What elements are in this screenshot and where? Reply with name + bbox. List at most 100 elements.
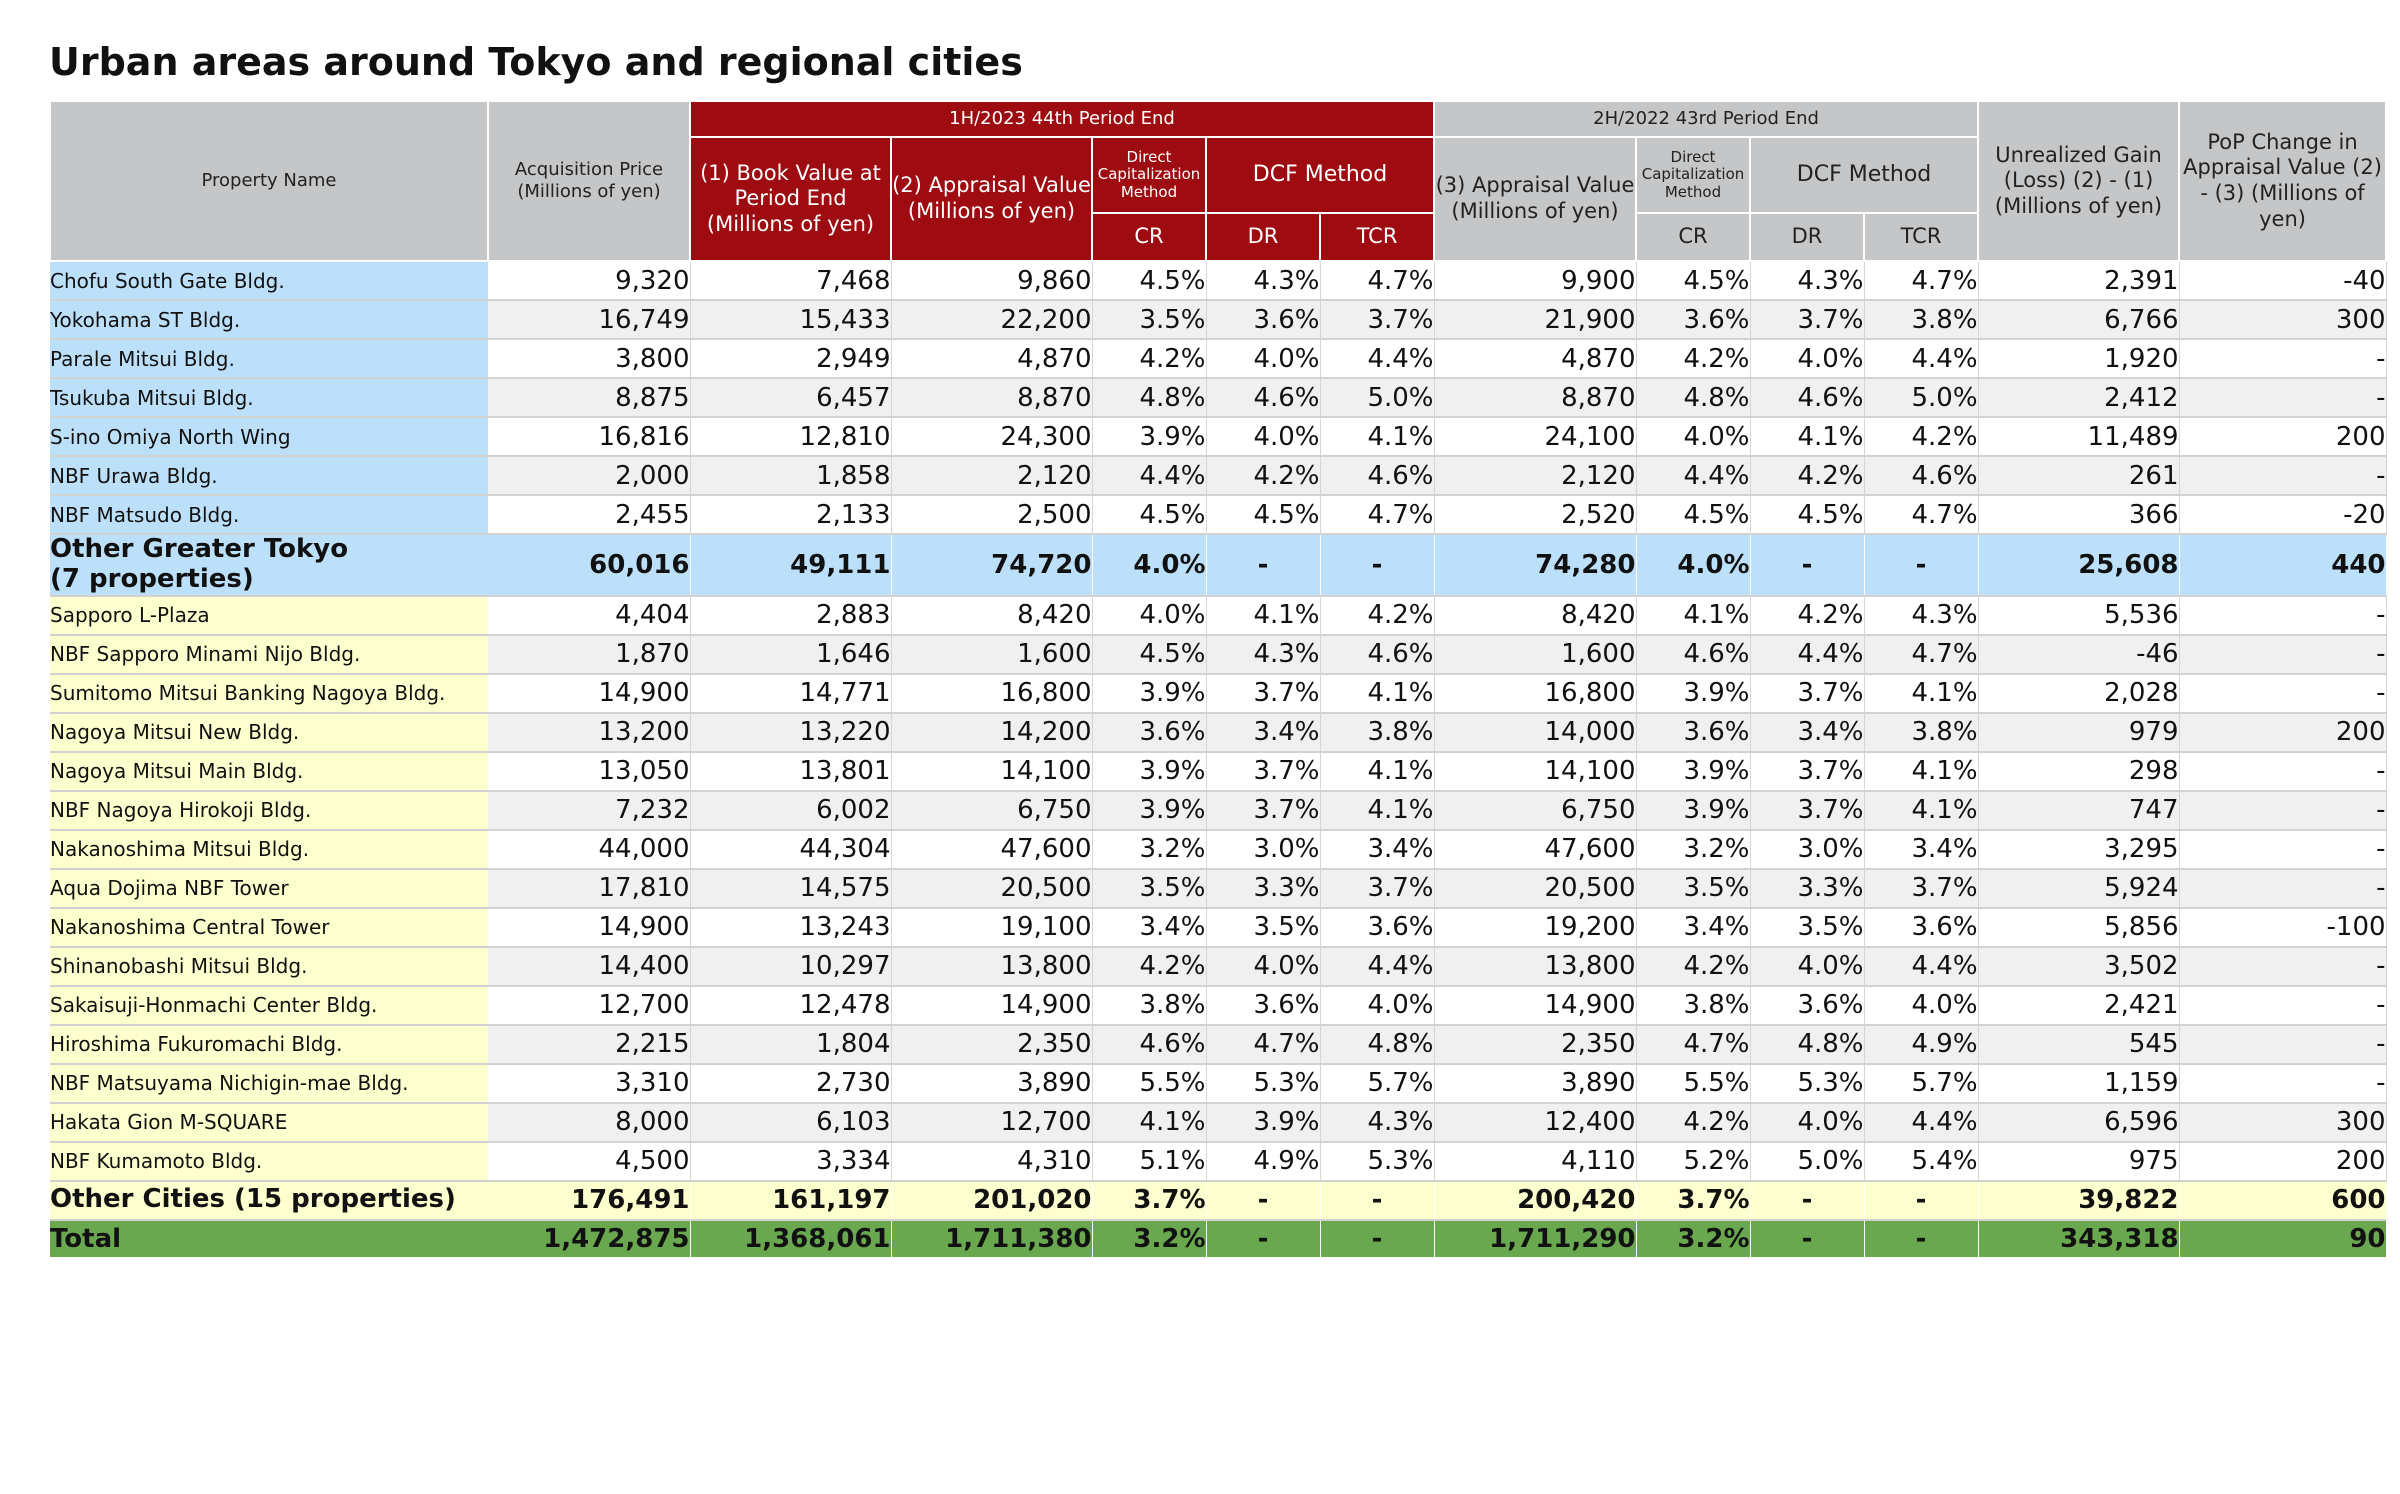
cr-current-cell: 3.2% [1092,1219,1207,1257]
dr-current-cell: 4.0% [1206,417,1321,457]
cr-current-cell: 4.5% [1092,495,1207,535]
tcr-previous-cell: 5.4% [1864,1141,1979,1182]
appraisal-value-current-cell: 2,350 [891,1024,1093,1065]
book-value-cell: 1,368,061 [690,1219,892,1257]
pop-change-cell: 600 [2179,1180,2387,1221]
tcr-current-cell: 4.6% [1320,634,1435,675]
unrealized-gain-cell: 545 [1978,1024,2180,1065]
pop-change-cell: 200 [2179,1141,2387,1182]
property-name-cell: Parale Mitsui Bldg. [50,339,488,379]
pop-change-cell: - [2179,790,2387,831]
pop-change-cell: - [2179,673,2387,714]
unrealized-gain-cell: 11,489 [1978,417,2180,457]
cr-current-cell: 4.0% [1092,595,1207,636]
property-name-cell: Sapporo L-Plaza [50,595,488,636]
tcr-current-cell: 3.4% [1320,829,1435,870]
acquisition-price-cell: 13,050 [488,751,691,792]
header-acquisition-price: Acquisition Price (Millions of yen) [487,100,691,262]
appraisal-value-current-cell: 9,860 [891,261,1093,301]
cr-current-cell: 3.2% [1092,829,1207,870]
dr-current-cell: 3.7% [1206,673,1321,714]
cr-previous-cell: 4.7% [1636,1024,1751,1065]
pop-change-cell: 300 [2179,300,2387,340]
appraisal-value-current-cell: 1,600 [891,634,1093,675]
cr-current-cell: 3.9% [1092,751,1207,792]
table-row: NBF Nagoya Hirokoji Bldg. 7,232 6,002 6,750… [50,790,2387,831]
book-value-cell: 13,220 [690,712,892,753]
property-name-cell: NBF Nagoya Hirokoji Bldg. [50,790,488,831]
table-row: NBF Matsudo Bldg. 2,455 2,133 2,500 4.5% 4.5%… [50,495,2387,535]
dr-current-cell: 4.0% [1206,339,1321,379]
tcr-previous-cell: 4.4% [1864,339,1979,379]
tcr-previous-cell: 3.7% [1864,868,1979,909]
tcr-previous-cell: 4.1% [1864,790,1979,831]
cr-previous-cell: 4.2% [1636,946,1751,987]
cr-previous-cell: 4.5% [1636,261,1751,301]
appraisal-value-current-cell: 6,750 [891,790,1093,831]
dr-current-cell: 3.9% [1206,1102,1321,1143]
tcr-previous-cell: 5.0% [1864,378,1979,418]
appraisal-table: Property Name Acquisition Price (Million… [49,100,2388,1257]
table-row: Hakata Gion M-SQUARE 8,000 6,103 12,700 4.1%… [50,1102,2387,1143]
appraisal-value-current-cell: 3,890 [891,1063,1093,1104]
pop-change-cell: - [2179,868,2387,909]
table-row: Sakaisuji-Honmachi Center Bldg. 12,700 12,… [50,985,2387,1026]
header-dr-current: DR [1205,212,1321,262]
table-row: Nagoya Mitsui New Bldg. 13,200 13,220 14,20… [50,712,2387,753]
dr-current-cell: 3.6% [1206,300,1321,340]
dr-current-cell: 4.9% [1206,1141,1321,1182]
appraisal-value-current-cell: 2,500 [891,495,1093,535]
acquisition-price-cell: 13,200 [488,712,691,753]
table-row: Nakanoshima Mitsui Bldg. 44,000 44,304 47,6… [50,829,2387,870]
acquisition-price-cell: 8,000 [488,1102,691,1143]
table-body: Chofu South Gate Bldg. 9,320 7,468 9,860 4.5… [50,261,2387,1257]
unrealized-gain-cell: 1,159 [1978,1063,2180,1104]
cr-previous-cell: 3.4% [1636,907,1751,948]
unrealized-gain-cell: 3,295 [1978,829,2180,870]
book-value-cell: 13,243 [690,907,892,948]
cr-current-cell: 4.0% [1092,534,1207,597]
cr-current-cell: 3.5% [1092,868,1207,909]
pop-change-cell: - [2179,985,2387,1026]
header-unrealized-gain: Unrealized Gain (Loss) (2) - (1) (Millio… [1977,100,2181,262]
table-row: Hiroshima Fukuromachi Bldg. 2,215 1,804 2,3… [50,1024,2387,1065]
tcr-previous-cell: 4.7% [1864,634,1979,675]
cr-current-cell: 4.2% [1092,339,1207,379]
table-row: Nagoya Mitsui Main Bldg. 13,050 13,801 14,1… [50,751,2387,792]
appraisal-value-current-cell: 14,900 [891,985,1093,1026]
cr-current-cell: 3.5% [1092,300,1207,340]
header-tcr-previous: TCR [1862,212,1980,262]
appraisal-value-previous-cell: 2,350 [1434,1024,1637,1065]
book-value-cell: 1,646 [690,634,892,675]
acquisition-price-cell: 176,491 [488,1180,691,1221]
table-row: Sapporo L-Plaza 4,404 2,883 8,420 4.0% 4.1% 4.… [50,595,2387,636]
acquisition-price-cell: 16,749 [488,300,691,340]
tcr-current-cell: 4.4% [1320,339,1435,379]
unrealized-gain-cell: 747 [1978,790,2180,831]
dr-previous-cell: 3.5% [1750,907,1865,948]
cr-current-cell: 4.2% [1092,946,1207,987]
tcr-previous-cell: 3.8% [1864,300,1979,340]
cr-previous-cell: 5.2% [1636,1141,1751,1182]
table-header: Property Name Acquisition Price (Million… [49,100,2388,262]
acquisition-price-cell: 4,404 [488,595,691,636]
dr-current-cell: - [1206,1180,1321,1221]
acquisition-price-cell: 7,232 [488,790,691,831]
header-appraisal-value-previous: (3) Appraisal Value (Millions of yen) [1433,136,1637,262]
tcr-previous-cell: 4.4% [1864,1102,1979,1143]
dr-previous-cell: 4.0% [1750,946,1865,987]
dr-current-cell: 5.3% [1206,1063,1321,1104]
cr-current-cell: 4.1% [1092,1102,1207,1143]
book-value-cell: 14,575 [690,868,892,909]
dr-current-cell: 3.4% [1206,712,1321,753]
header-tcr-current: TCR [1319,212,1435,262]
unrealized-gain-cell: 366 [1978,495,2180,535]
tcr-previous-cell: - [1864,534,1979,597]
pop-change-cell: - [2179,456,2387,496]
tcr-current-cell: 4.0% [1320,985,1435,1026]
appraisal-value-previous-cell: 6,750 [1434,790,1637,831]
property-name-cell: Other Greater Tokyo (7 properties) [50,534,488,597]
dr-current-cell: 4.7% [1206,1024,1321,1065]
dr-previous-cell: 3.7% [1750,790,1865,831]
tcr-current-cell: 3.6% [1320,907,1435,948]
